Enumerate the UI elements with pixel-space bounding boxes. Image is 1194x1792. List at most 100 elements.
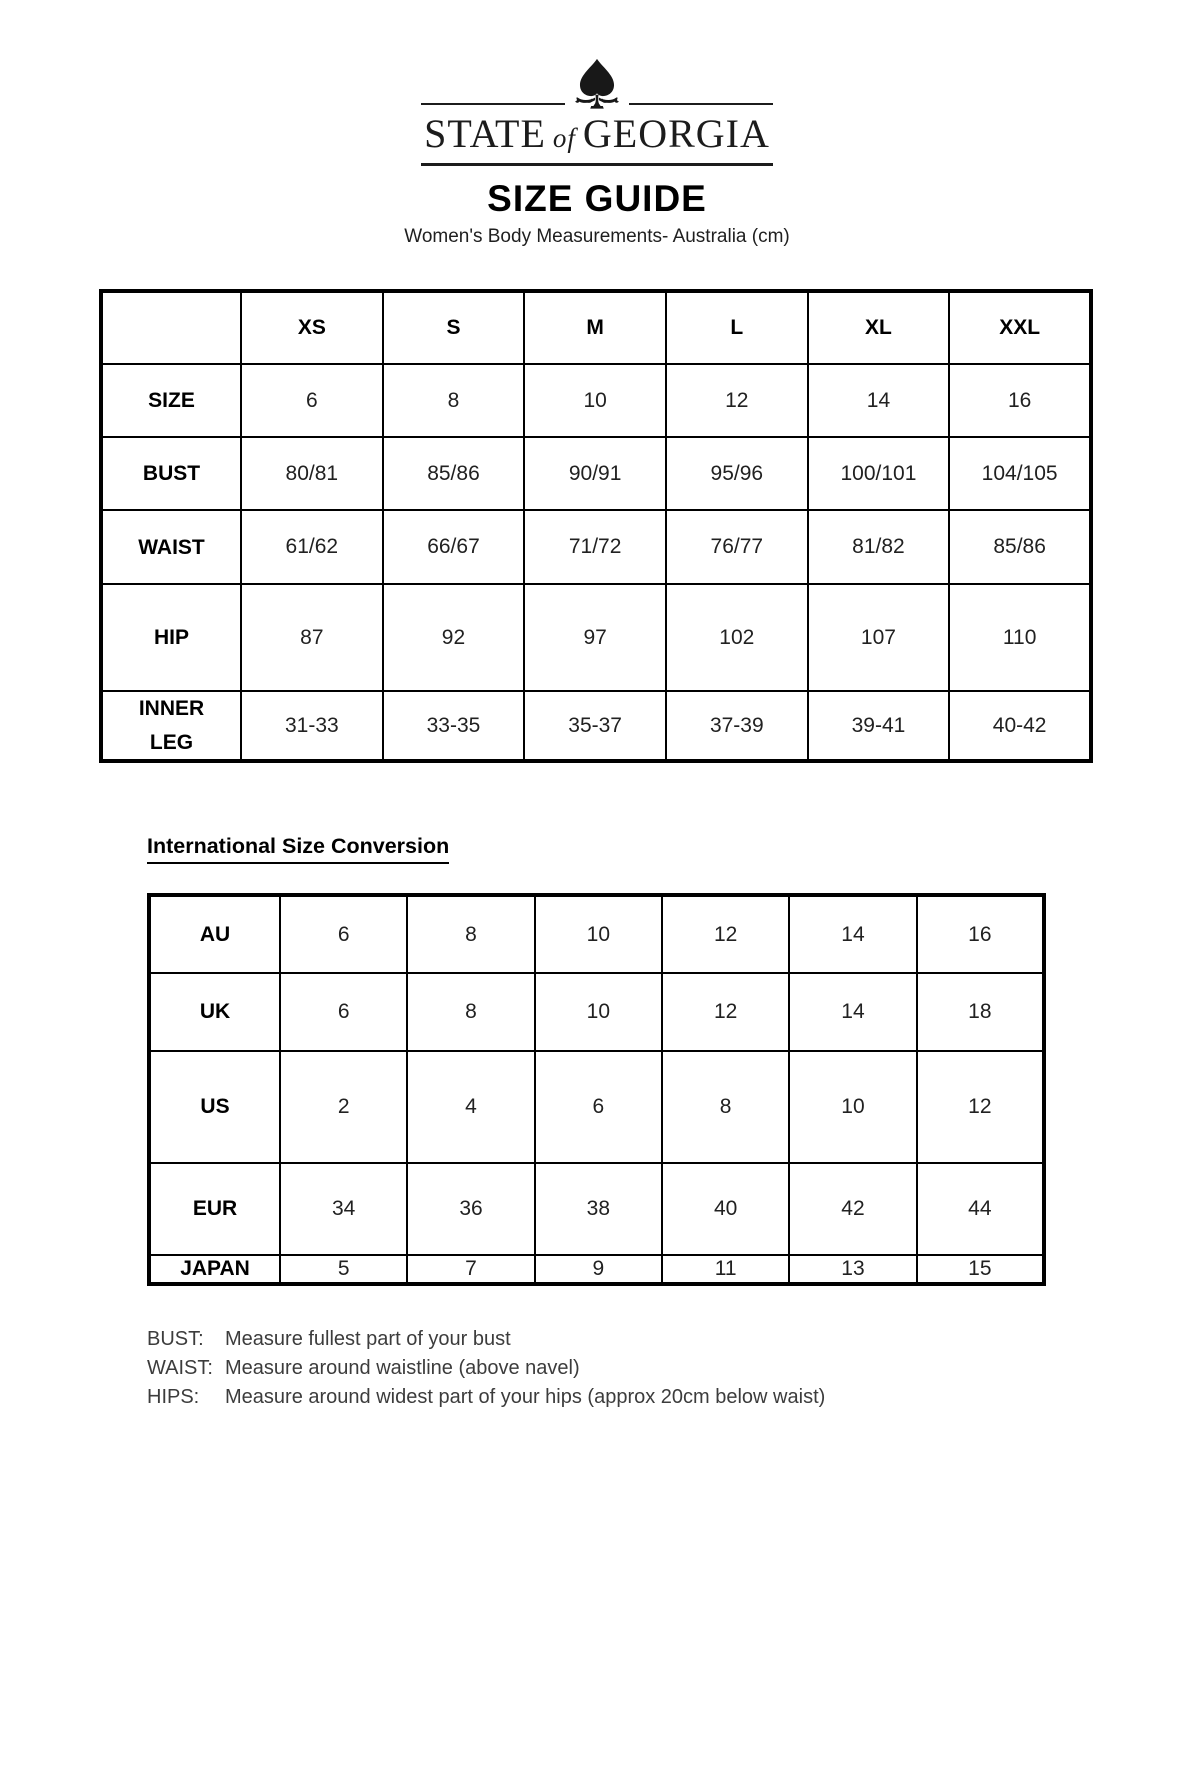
row-label: UK <box>148 972 281 1053</box>
note-hips: HIPS: Measure around widest part of your… <box>147 1383 1194 1412</box>
table-cell: 14 <box>806 363 951 439</box>
table-cell: 44 <box>915 1162 1046 1257</box>
table-cell: 10 <box>533 972 663 1053</box>
table-cell: 80/81 <box>240 436 384 512</box>
conversion-table: AU 6 8 10 12 14 16 UK 6 8 10 12 14 18 US 2 4 6 8 10 12 EUR 34 3… <box>147 893 1046 1287</box>
row-label: EUR <box>148 1162 281 1257</box>
table-cell: 97 <box>523 583 667 693</box>
brand-name-left: STATE <box>424 111 546 156</box>
table-cell: 102 <box>664 583 809 693</box>
note-waist: WAIST: Measure around waistline (above n… <box>147 1354 1194 1383</box>
table-cell: 38 <box>533 1162 663 1257</box>
table-header-row: XS S M L XL XXL <box>100 290 1092 366</box>
note-text: Measure fullest part of your bust <box>225 1328 511 1351</box>
table-cell: 110 <box>948 583 1092 693</box>
logo-rule-bottom <box>421 163 773 166</box>
row-label: BUST <box>100 436 242 512</box>
table-cell: 31-33 <box>240 690 384 763</box>
column-header: XL <box>806 290 951 366</box>
row-label: INNER LEG <box>100 690 242 763</box>
logo-rule-left <box>421 102 565 105</box>
table-cell: 16 <box>915 894 1046 975</box>
note-bust: BUST: Measure fullest part of your bust <box>147 1325 1194 1354</box>
table-cell: 14 <box>788 972 918 1053</box>
row-label: SIZE <box>100 363 242 439</box>
row-label: AU <box>148 894 281 975</box>
conversion-heading: International Size Conversion <box>147 835 450 865</box>
table-cell: 81/82 <box>806 509 951 586</box>
column-header: XS <box>240 290 384 366</box>
note-label: WAIST: <box>147 1357 213 1380</box>
row-label: HIP <box>100 583 242 693</box>
table-row: EUR 34 36 38 40 42 44 <box>148 1162 1046 1257</box>
table-row: UK 6 8 10 12 14 18 <box>148 972 1046 1053</box>
table-cell: 34 <box>278 1162 409 1257</box>
note-label: BUST: <box>147 1328 204 1351</box>
table-cell: 104/105 <box>948 436 1092 512</box>
table-cell: 107 <box>806 583 951 693</box>
body-measurements-section: XS S M L XL XXL SIZE 6 8 10 12 14 16 BUST 80/81 85/86 90… <box>99 289 1194 764</box>
table-cell: 6 <box>533 1050 663 1165</box>
brand-name-of: of <box>552 123 576 153</box>
page-title: SIZE GUIDE <box>487 177 707 219</box>
table-cell: 12 <box>660 972 791 1053</box>
table-cell: 2 <box>278 1050 409 1165</box>
table-cell: 5 <box>278 1254 409 1286</box>
table-cell: 35-37 <box>523 690 667 763</box>
table-cell: 12 <box>660 894 791 975</box>
table-cell: 100/101 <box>806 436 951 512</box>
column-header: L <box>664 290 809 366</box>
column-header: XXL <box>948 290 1092 366</box>
conversion-heading-wrap: International Size Conversion <box>147 835 1194 865</box>
table-cell: 40 <box>660 1162 791 1257</box>
table-cell: 87 <box>240 583 384 693</box>
table-row: WAIST 61/62 66/67 71/72 76/77 81/82 85/86 <box>100 509 1092 586</box>
table-cell: 9 <box>533 1254 663 1286</box>
row-label: US <box>148 1050 281 1165</box>
table-cell: 10 <box>533 894 663 975</box>
table-cell: 95/96 <box>664 436 809 512</box>
conversion-section: AU 6 8 10 12 14 16 UK 6 8 10 12 14 18 US 2 4 6 8 10 12 EUR 34 3… <box>147 893 1194 1287</box>
column-header: M <box>523 290 667 366</box>
table-row: US 2 4 6 8 10 12 <box>148 1050 1046 1165</box>
table-cell: 10 <box>523 363 667 439</box>
table-cell: 8 <box>406 894 536 975</box>
table-cell: 85/86 <box>948 509 1092 586</box>
table-row: BUST 80/81 85/86 90/91 95/96 100/101 104/105 <box>100 436 1092 512</box>
note-text: Measure around waistline (above navel) <box>225 1357 580 1380</box>
table-row: SIZE 6 8 10 12 14 16 <box>100 363 1092 439</box>
table-cell: 66/67 <box>381 509 526 586</box>
page-subtitle: Women's Body Measurements- Australia (cm… <box>404 225 790 247</box>
row-label: JAPAN <box>148 1254 281 1286</box>
logo-top-row <box>421 58 773 110</box>
note-label: HIPS: <box>147 1386 200 1409</box>
table-cell: 71/72 <box>523 509 667 586</box>
spade-tree-icon <box>575 58 619 109</box>
measuring-notes: BUST: Measure fullest part of your bust … <box>147 1325 1194 1412</box>
table-cell: 6 <box>278 894 409 975</box>
brand-name: STATE of GEORGIA <box>421 114 773 154</box>
note-text: Measure around widest part of your hips … <box>225 1386 826 1409</box>
table-cell: 12 <box>664 363 809 439</box>
table-cell: 8 <box>406 972 536 1053</box>
table-cell: 8 <box>381 363 526 439</box>
table-cell: 4 <box>406 1050 536 1165</box>
table-cell: 8 <box>660 1050 791 1165</box>
body-measurements-table: XS S M L XL XXL SIZE 6 8 10 12 14 16 BUST 80/81 85/86 90… <box>99 289 1093 764</box>
table-cell: 61/62 <box>240 509 384 586</box>
table-cell: 40-42 <box>948 690 1092 763</box>
table-cell: 16 <box>948 363 1092 439</box>
table-row: HIP 87 92 97 102 107 110 <box>100 583 1092 693</box>
table-cell: 85/86 <box>381 436 526 512</box>
table-cell: 13 <box>788 1254 918 1286</box>
table-cell: 11 <box>660 1254 791 1286</box>
table-cell: 90/91 <box>523 436 667 512</box>
table-cell: 6 <box>240 363 384 439</box>
table-cell: 14 <box>788 894 918 975</box>
brand-name-right: GEORGIA <box>582 111 770 156</box>
table-cell: 76/77 <box>664 509 809 586</box>
table-cell: 39-41 <box>806 690 951 763</box>
table-cell: 6 <box>278 972 409 1053</box>
table-cell: 42 <box>788 1162 918 1257</box>
